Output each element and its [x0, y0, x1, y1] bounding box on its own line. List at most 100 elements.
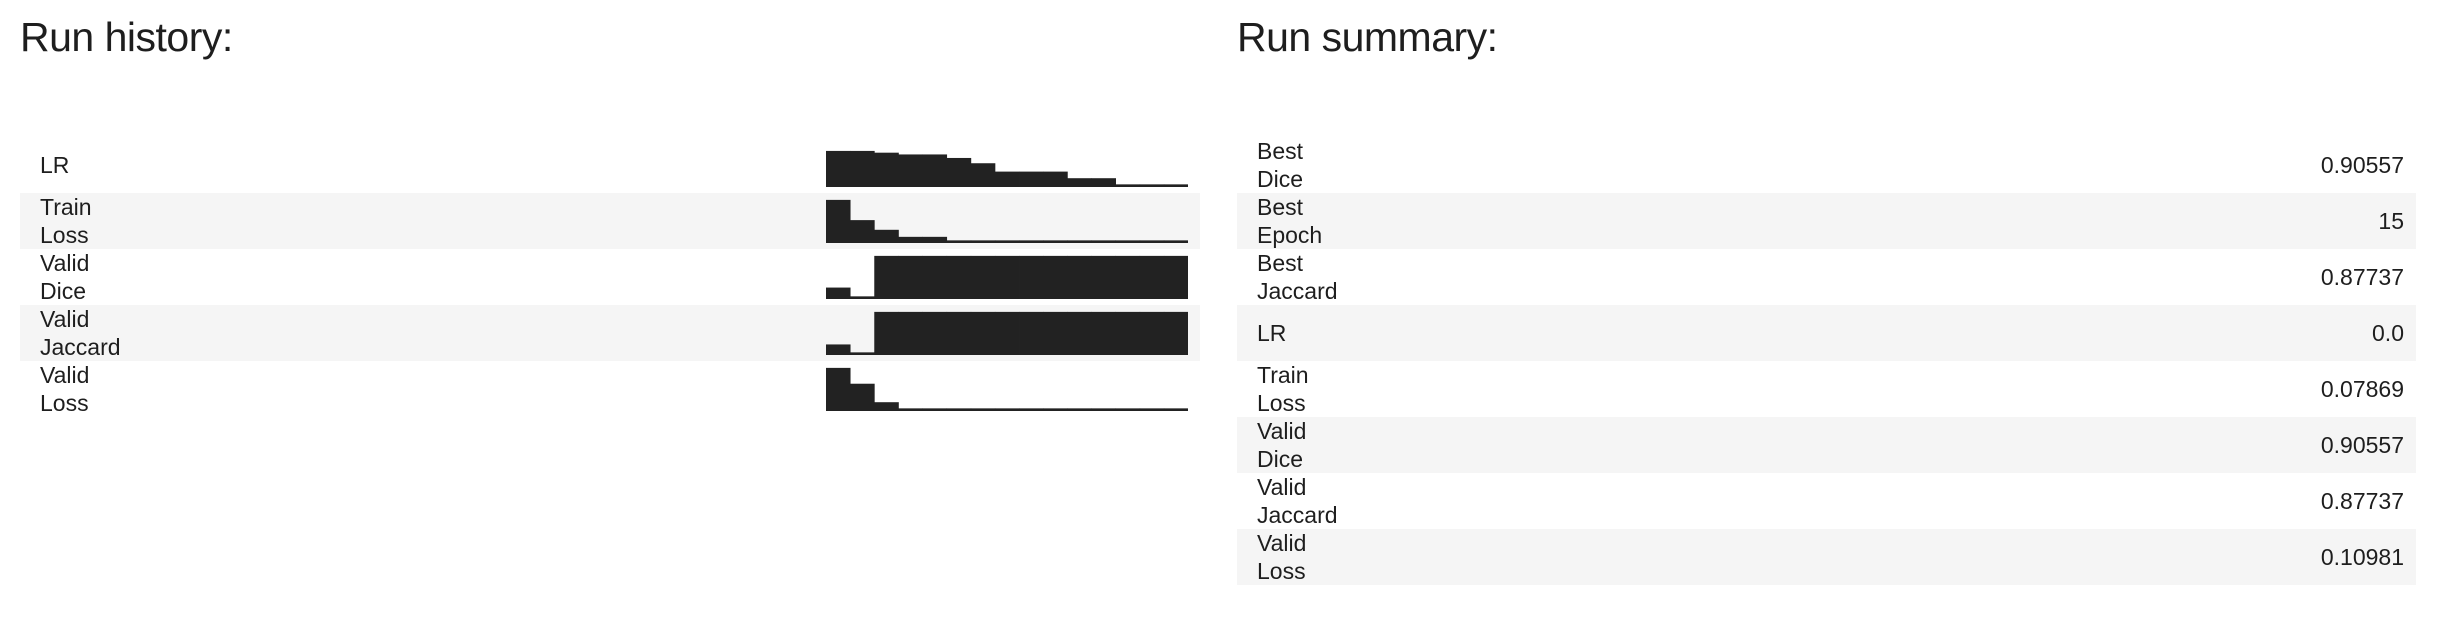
spark-bar: [898, 154, 923, 187]
run-summary-table: Best Dice 0.90557 Best Epoch 15 Best Jac…: [1237, 137, 2416, 585]
summary-row-value: 0.87737: [2320, 263, 2404, 290]
history-row-label: Valid Loss: [40, 362, 90, 416]
spark-bar: [946, 311, 972, 355]
summary-row-valid-jaccard: Valid Jaccard 0.87737: [1237, 473, 2416, 529]
spark-bar: [1091, 240, 1116, 243]
spark-bar: [970, 408, 996, 411]
spark-bar: [970, 163, 996, 187]
spark-bar: [970, 240, 996, 243]
summary-row-valid-loss: Valid Loss 0.10981: [1237, 529, 2416, 585]
spark-bar: [1019, 255, 1044, 299]
history-row-label: Valid Jaccard: [40, 306, 121, 360]
spark-bar: [826, 150, 851, 187]
summary-row-value: 0.07869: [2320, 375, 2404, 402]
valid-loss-sparkline: [826, 367, 1188, 411]
spark-bar: [1091, 178, 1116, 187]
spark-bar: [1019, 408, 1044, 411]
spark-bar: [1019, 311, 1044, 355]
history-row-valid-jaccard: Valid Jaccard: [20, 305, 1200, 361]
spark-bar: [1067, 255, 1092, 299]
summary-row-valid-dice: Valid Dice 0.90557: [1237, 417, 2416, 473]
spark-bar: [946, 408, 972, 411]
spark-bar: [1163, 255, 1188, 299]
summary-row-best-epoch: Best Epoch 15: [1237, 193, 2416, 249]
spark-bar: [1043, 408, 1068, 411]
spark-bar: [922, 154, 948, 187]
spark-bar: [826, 199, 851, 243]
spark-bar: [1115, 408, 1141, 411]
history-row-train-loss: Train Loss: [20, 193, 1200, 249]
summary-row-label: LR: [1257, 320, 1287, 346]
summary-row-label: Best Dice: [1257, 138, 1304, 192]
spark-bar: [1067, 311, 1092, 355]
spark-bar: [922, 255, 948, 299]
spark-bar: [826, 287, 851, 299]
summary-row-lr: LR 0.0: [1237, 305, 2416, 361]
spark-bar: [994, 311, 1020, 355]
spark-bar: [1139, 311, 1165, 355]
summary-row-value: 0.87737: [2320, 487, 2404, 514]
spark-bar: [1043, 171, 1068, 187]
spark-bar: [922, 311, 948, 355]
spark-bar: [874, 255, 899, 299]
spark-bar: [922, 236, 948, 243]
valid-dice-sparkline: [826, 255, 1188, 299]
spark-bar: [874, 229, 899, 243]
spark-bar: [874, 152, 899, 187]
run-history-table: LR Train Loss Valid Dice Valid Jaccard V…: [20, 137, 1200, 417]
summary-row-label: Valid Loss: [1257, 530, 1307, 584]
spark-bar: [1091, 408, 1116, 411]
valid-jaccard-sparkline: [826, 311, 1188, 355]
summary-row-best-dice: Best Dice 0.90557: [1237, 137, 2416, 193]
history-row-label: Train Loss: [40, 194, 92, 248]
spark-bar: [994, 171, 1020, 187]
train-loss-sparkline: [826, 199, 1188, 243]
history-row-label: LR: [40, 152, 70, 178]
spark-bar: [1115, 240, 1141, 243]
spark-bar: [850, 150, 875, 187]
spark-bar: [1043, 311, 1068, 355]
spark-bar: [826, 344, 851, 355]
spark-bar: [874, 402, 899, 411]
summary-row-label: Valid Jaccard: [1257, 474, 1338, 528]
spark-bar: [1163, 240, 1188, 243]
spark-bar: [1091, 311, 1116, 355]
spark-bar: [898, 408, 923, 411]
spark-bar: [1139, 184, 1165, 187]
spark-bar: [1139, 408, 1165, 411]
lr-sparkline: [826, 150, 1188, 187]
spark-bar: [1163, 184, 1188, 187]
summary-row-label: Valid Dice: [1257, 418, 1307, 472]
spark-bar: [1139, 255, 1165, 299]
spark-bar: [1043, 255, 1068, 299]
spark-bar: [994, 408, 1020, 411]
spark-bar: [826, 367, 851, 411]
spark-bar: [898, 236, 923, 243]
summary-row-value: 15: [2378, 207, 2404, 234]
summary-row-value: 0.90557: [2320, 151, 2404, 178]
spark-bar: [1163, 311, 1188, 355]
history-row-label: Valid Dice: [40, 250, 90, 304]
spark-bar: [1163, 408, 1188, 411]
spark-bar: [970, 311, 996, 355]
spark-bar: [1091, 255, 1116, 299]
spark-bar: [1115, 311, 1141, 355]
history-row-valid-loss: Valid Loss: [20, 361, 1200, 417]
run-history-title: Run history:: [20, 14, 233, 60]
spark-bar: [1067, 240, 1092, 243]
summary-row-value: 0.10981: [2320, 543, 2404, 570]
spark-bar: [1115, 255, 1141, 299]
spark-bar: [946, 240, 972, 243]
spark-bar: [922, 408, 948, 411]
spark-bar: [1067, 178, 1092, 187]
summary-row-value: 0.90557: [2320, 431, 2404, 458]
spark-bar: [994, 255, 1020, 299]
spark-bar: [1019, 240, 1044, 243]
summary-row-label: Train Loss: [1257, 362, 1309, 416]
summary-row-train-loss: Train Loss 0.07869: [1237, 361, 2416, 417]
spark-bar: [898, 255, 923, 299]
history-row-valid-dice: Valid Dice: [20, 249, 1200, 305]
spark-bar: [1067, 408, 1092, 411]
run-summary-title: Run summary:: [1237, 14, 1498, 60]
summary-row-label: Best Epoch: [1257, 194, 1323, 248]
